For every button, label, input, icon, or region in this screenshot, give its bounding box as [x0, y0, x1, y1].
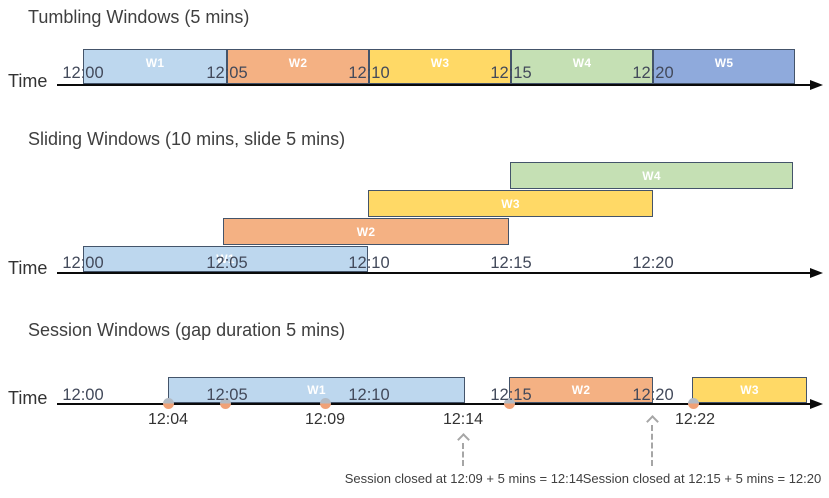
tumbling-window-w3: W3 [369, 49, 511, 84]
time-axis-line [57, 84, 811, 86]
window-label: W1 [145, 56, 165, 70]
axis-tick-label: 12:05 [206, 254, 248, 272]
axis-arrow-icon [810, 399, 823, 409]
annotation-arrow-line [651, 425, 653, 466]
session-title: Session Windows (gap duration 5 mins) [28, 320, 346, 340]
event-time-label: 12:14 [442, 411, 484, 428]
event-dot-icon [504, 398, 515, 409]
session-window-w1: W1 [168, 377, 465, 403]
axis-tick-label: 12:15 [490, 64, 532, 82]
axis-arrow-icon [810, 268, 823, 278]
event-dot-icon [163, 398, 174, 409]
axis-arrow-icon [810, 80, 823, 90]
time-axis-label: Time [8, 71, 48, 91]
tumbling-window-w2: W2 [227, 49, 369, 84]
sliding-title: Sliding Windows (10 mins, slide 5 mins) [28, 129, 346, 149]
axis-tick-label: 12:20 [632, 386, 674, 404]
event-dot-icon [688, 398, 699, 409]
axis-tick-label: 12:00 [62, 64, 104, 82]
sliding-window-w2: W2 [223, 218, 509, 245]
window-label: W2 [571, 383, 591, 397]
window-label: W3 [430, 56, 450, 70]
axis-tick-label: 12:00 [62, 254, 104, 272]
window-label: W3 [501, 196, 520, 211]
window-label: W1 [216, 252, 235, 266]
time-axis-line [57, 272, 811, 274]
sliding-window-w3: W3 [368, 190, 653, 217]
axis-tick-label: 12:00 [62, 386, 104, 404]
event-dot-icon [220, 398, 231, 409]
tumbling-window-w4: W4 [511, 49, 653, 84]
tumbling-window-w5: W5 [653, 49, 795, 84]
axis-tick-label: 12:10 [348, 254, 390, 272]
event-time-label: 12:09 [304, 411, 346, 428]
sliding-window-w4: W4 [510, 162, 793, 189]
window-label: W4 [572, 56, 592, 70]
axis-tick-label: 12:10 [348, 386, 390, 404]
session-close-annotation: Session closed at 12:09 + 5 mins = 12:14 [344, 471, 584, 486]
time-axis-line [57, 403, 811, 405]
tumbling-title: Tumbling Windows (5 mins) [28, 7, 250, 27]
annotation-arrow-line [462, 443, 464, 466]
event-dot-icon [320, 398, 331, 409]
session-close-annotation: Session closed at 12:15 + 5 mins = 12:20 [582, 471, 822, 486]
time-axis-label: Time [8, 388, 48, 408]
tumbling-window-w1: W1 [83, 49, 227, 84]
window-label: W3 [740, 383, 759, 397]
event-time-label: 12:22 [674, 411, 716, 428]
session-window-w3: W3 [692, 377, 807, 403]
window-label: W2 [288, 56, 308, 70]
event-time-label: 12:04 [147, 411, 189, 428]
sliding-window-w1: W1 [83, 246, 368, 272]
axis-tick-label: 12:15 [490, 254, 532, 272]
window-label: W5 [714, 56, 734, 70]
axis-tick-label: 12:15 [490, 386, 532, 404]
session-window-w2: W2 [509, 377, 653, 403]
window-label: W4 [642, 168, 661, 183]
axis-tick-label: 12:20 [632, 254, 674, 272]
time-axis-label: Time [8, 258, 48, 278]
axis-tick-label: 12:10 [348, 64, 390, 82]
axis-tick-label: 12:05 [206, 386, 248, 404]
window-label: W2 [356, 224, 376, 239]
window-label: W1 [307, 383, 326, 397]
axis-tick-label: 12:20 [632, 64, 674, 82]
axis-tick-label: 12:05 [206, 64, 248, 82]
